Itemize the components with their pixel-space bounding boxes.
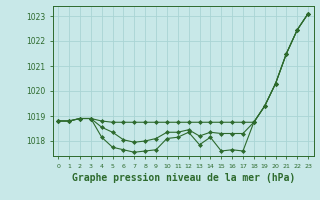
X-axis label: Graphe pression niveau de la mer (hPa): Graphe pression niveau de la mer (hPa)	[72, 173, 295, 183]
